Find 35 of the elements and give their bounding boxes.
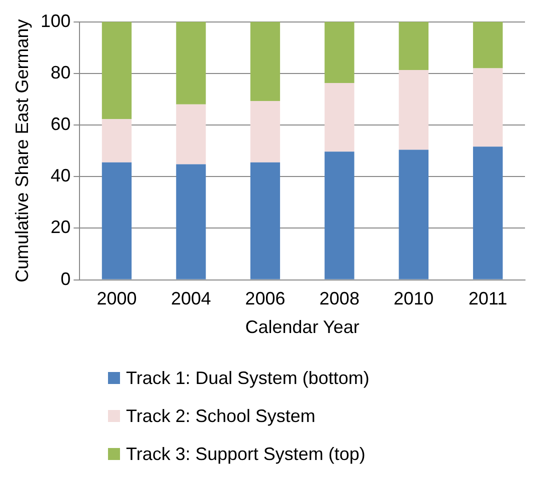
bar xyxy=(324,22,354,83)
x-tick-label: 2004 xyxy=(170,288,211,309)
bar xyxy=(102,119,132,162)
legend-label: Track 2: School System xyxy=(126,406,316,426)
y-tick-label: 80 xyxy=(50,62,71,82)
y-axis-title: Cumulative Share East Germany xyxy=(12,19,32,282)
bar xyxy=(324,152,354,280)
x-tick-label: 2008 xyxy=(319,288,360,309)
legend-label: Track 1: Dual System (bottom) xyxy=(126,368,370,388)
bar xyxy=(473,22,503,68)
bar xyxy=(250,101,280,162)
bar xyxy=(102,22,132,120)
x-axis-title: Calendar Year xyxy=(245,317,360,338)
legend-label: Track 3: Support System (top) xyxy=(126,444,366,464)
x-tick-label: 2000 xyxy=(96,288,137,309)
bar xyxy=(398,70,429,150)
bar xyxy=(398,22,429,70)
y-tick-label: 100 xyxy=(40,10,71,31)
y-tick-label: 20 xyxy=(50,217,71,238)
x-tick-label: 2011 xyxy=(468,288,508,309)
bar xyxy=(176,22,206,104)
y-tick-label: 40 xyxy=(50,166,71,186)
y-tick-label: 60 xyxy=(50,114,71,134)
x-tick-label: 2006 xyxy=(245,288,286,309)
bar xyxy=(102,162,132,280)
bar xyxy=(473,146,503,280)
x-tick-label: 2010 xyxy=(394,288,434,309)
bar xyxy=(176,164,206,280)
bar xyxy=(473,68,503,147)
y-tick-label: 0 xyxy=(60,268,71,289)
bar xyxy=(398,150,429,280)
bar xyxy=(176,104,206,164)
bar xyxy=(250,162,280,280)
bar xyxy=(324,82,354,152)
bar xyxy=(250,22,280,102)
